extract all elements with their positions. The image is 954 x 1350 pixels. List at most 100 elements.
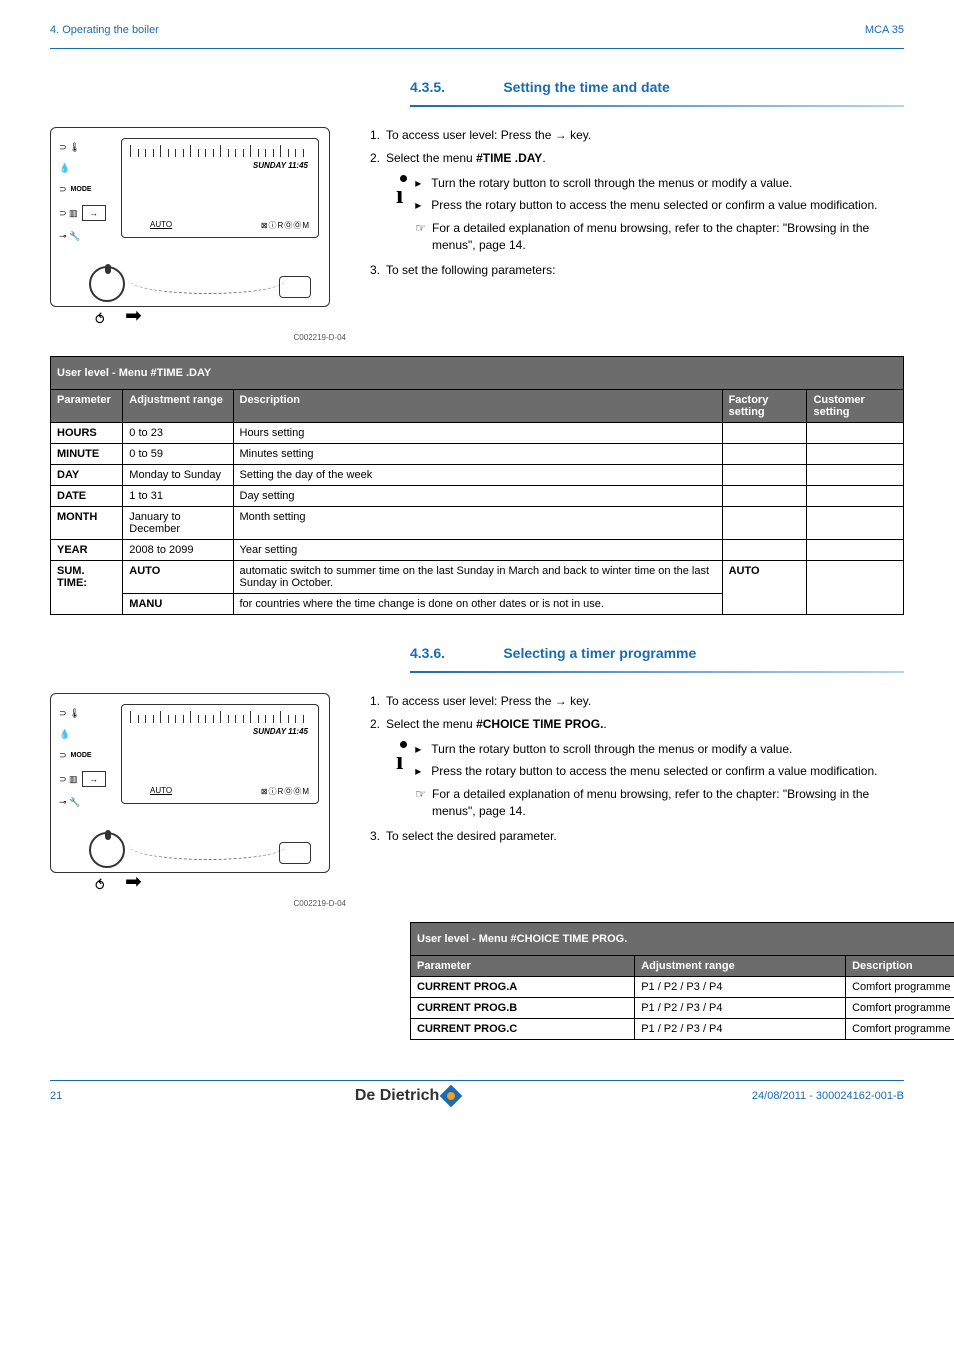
- col-desc: Description: [233, 390, 722, 423]
- step-list-cont: 3.To set the following parameters:: [370, 262, 904, 279]
- col-adjust: Adjustment range: [123, 390, 233, 423]
- table-row: MONTHJanuary to DecemberMonth setting: [51, 507, 904, 540]
- step-3: 3.To set the following parameters:: [370, 262, 904, 279]
- choice-prog-table: User level - Menu #CHOICE TIME PROG. Par…: [410, 922, 954, 1040]
- table-row: SUM. TIME: AUTO automatic switch to summ…: [51, 561, 904, 594]
- tick-bar: [130, 709, 310, 723]
- section-heading: 4.3.5. Setting the time and date: [410, 79, 904, 95]
- table-row: MINUTE0 to 59Minutes setting: [51, 444, 904, 465]
- bullet-1: ▸Turn the rotary button to scroll throug…: [415, 741, 904, 758]
- drop-icon: 💧: [59, 729, 109, 740]
- step-list: 1.To access user level: Press the → key.…: [370, 693, 904, 733]
- bullet-1: ▸Turn the rotary button to scroll throug…: [415, 175, 904, 192]
- rotary-knob: [89, 832, 125, 868]
- controller-diagram: ⊃ 🌡 💧 ⊃MODE ⊃ ▥ → ⊸ 🔧 SUNDAY 11:45 AUTO …: [50, 693, 330, 873]
- tick-bar: [130, 143, 310, 157]
- footer-rule: [50, 1080, 904, 1081]
- anchor-icon: ⥀: [95, 311, 105, 328]
- step-1: 1.To access user level: Press the → key.: [370, 693, 904, 710]
- auto-label: AUTO: [150, 220, 172, 229]
- col-desc: Description: [846, 956, 954, 977]
- temp-icon: ⊃ 🌡: [59, 142, 109, 153]
- right-button: [279, 842, 311, 864]
- room-icons: ⊠ⓘRⓄⓄM: [261, 220, 310, 231]
- table-row: CURRENT PROG.BP1 / P2 / P3 / P4Comfort p…: [411, 998, 954, 1019]
- image-code: C002219-D-04: [50, 899, 350, 908]
- info-block: ı ▸Turn the rotary button to scroll thro…: [396, 175, 904, 254]
- step-2: 2.Select the menu #TIME .DAY.: [370, 150, 904, 167]
- section-number: 4.3.6.: [410, 645, 500, 661]
- arrow-box: →: [82, 771, 106, 787]
- image-code: C002219-D-04: [50, 333, 350, 342]
- bottom-controls: [59, 818, 321, 866]
- section-heading: 4.3.6. Selecting a timer programme: [410, 645, 904, 661]
- curve-line: [129, 266, 286, 294]
- table-banner: User level - Menu #CHOICE TIME PROG.: [411, 923, 954, 956]
- brand-logo: De Dietrich: [355, 1087, 459, 1105]
- section-rule: [410, 105, 904, 107]
- table-row: DATE1 to 31Day setting: [51, 486, 904, 507]
- arrow-box: →: [82, 205, 106, 221]
- info-block: ı ▸Turn the rotary button to scroll thro…: [396, 741, 904, 820]
- page-footer: 21 De Dietrich 24/08/2011 - 300024162-00…: [50, 1087, 904, 1105]
- page-number: 21: [50, 1090, 62, 1102]
- side-icons: ⊃ 🌡 💧 ⊃MODE ⊃ ▥ → ⊸ 🔧: [59, 708, 109, 808]
- hand-note: ☞For a detailed explanation of menu brow…: [415, 786, 904, 820]
- big-arrow-icon: ➡: [125, 303, 142, 328]
- header-right: MCA 35: [865, 24, 904, 36]
- col-adjust: Adjustment range: [635, 956, 846, 977]
- mode-icon: ⊃MODE: [59, 184, 109, 195]
- instructions-column: 1.To access user level: Press the → key.…: [370, 693, 904, 851]
- side-icons: ⊃ 🌡 💧 ⊃MODE ⊃ ▥ → ⊸ 🔧: [59, 142, 109, 242]
- step-list-cont: 3.To select the desired parameter.: [370, 828, 904, 845]
- footer-date: 24/08/2011 - 300024162-001-B: [752, 1090, 904, 1102]
- section-time-date: 4.3.5. Setting the time and date ⊃ 🌡 💧 ⊃…: [50, 79, 904, 615]
- mode-icon: ⊃MODE: [59, 750, 109, 761]
- wrench-icon: ⊸ 🔧: [59, 231, 109, 242]
- section-title: Selecting a timer programme: [503, 645, 696, 661]
- hand-note: ☞For a detailed explanation of menu brow…: [415, 220, 904, 254]
- header-rule: [50, 48, 904, 49]
- section-rule: [410, 671, 904, 673]
- table-row: DAYMonday to SundaySetting the day of th…: [51, 465, 904, 486]
- section-number: 4.3.5.: [410, 79, 500, 95]
- clock-text: SUNDAY 11:45: [253, 161, 308, 170]
- instructions-column: 1.To access user level: Press the → key.…: [370, 127, 904, 285]
- lcd-screen: SUNDAY 11:45 AUTO ⊠ⓘRⓄⓄM: [121, 138, 319, 238]
- wrench-icon: ⊸ 🔧: [59, 797, 109, 808]
- bullet-2: ▸Press the rotary button to access the m…: [415, 763, 904, 780]
- auto-label: AUTO: [150, 786, 172, 795]
- time-day-table: User level - Menu #TIME .DAY Parameter A…: [50, 356, 904, 615]
- temp-icon: ⊃ 🌡: [59, 708, 109, 719]
- controller-diagram: ⊃ 🌡 💧 ⊃MODE ⊃ ▥ → ⊸ 🔧 SUNDAY 11:45 AUTO …: [50, 127, 330, 307]
- lcd-screen: SUNDAY 11:45 AUTO ⊠ⓘRⓄⓄM: [121, 704, 319, 804]
- drop-icon: 💧: [59, 163, 109, 174]
- page-header: 4. Operating the boiler MCA 35: [50, 24, 904, 36]
- step-2: 2.Select the menu #CHOICE TIME PROG..: [370, 716, 904, 733]
- step-3: 3.To select the desired parameter.: [370, 828, 904, 845]
- col-factory: Factory setting: [722, 390, 807, 423]
- table-row: CURRENT PROG.CP1 / P2 / P3 / P4Comfort p…: [411, 1019, 954, 1040]
- radiator-icon: ⊃ ▥ →: [59, 771, 109, 787]
- diamond-icon: [440, 1085, 463, 1108]
- table-row: YEAR2008 to 2099Year setting: [51, 540, 904, 561]
- table-banner: User level - Menu #TIME .DAY: [51, 357, 904, 390]
- bottom-controls: [59, 252, 321, 300]
- col-param: Parameter: [51, 390, 123, 423]
- clock-text: SUNDAY 11:45: [253, 727, 308, 736]
- info-icon: ı: [396, 175, 403, 206]
- radiator-icon: ⊃ ▥ →: [59, 205, 109, 221]
- col-param: Parameter: [411, 956, 635, 977]
- rotary-knob: [89, 266, 125, 302]
- diagram-column: ⊃ 🌡 💧 ⊃MODE ⊃ ▥ → ⊸ 🔧 SUNDAY 11:45 AUTO …: [50, 127, 350, 342]
- table-row: CURRENT PROG.AP1 / P2 / P3 / P4Comfort p…: [411, 977, 954, 998]
- section-timer-programme: 4.3.6. Selecting a timer programme ⊃ 🌡 💧…: [50, 645, 904, 1040]
- anchor-icon: ⥀: [95, 877, 105, 894]
- header-left: 4. Operating the boiler: [50, 24, 159, 36]
- diagram-column: ⊃ 🌡 💧 ⊃MODE ⊃ ▥ → ⊸ 🔧 SUNDAY 11:45 AUTO …: [50, 693, 350, 908]
- big-arrow-icon: ➡: [125, 869, 142, 894]
- table-row: HOURS0 to 23Hours setting: [51, 423, 904, 444]
- info-icon: ı: [396, 741, 403, 772]
- section-title: Setting the time and date: [503, 79, 669, 95]
- right-button: [279, 276, 311, 298]
